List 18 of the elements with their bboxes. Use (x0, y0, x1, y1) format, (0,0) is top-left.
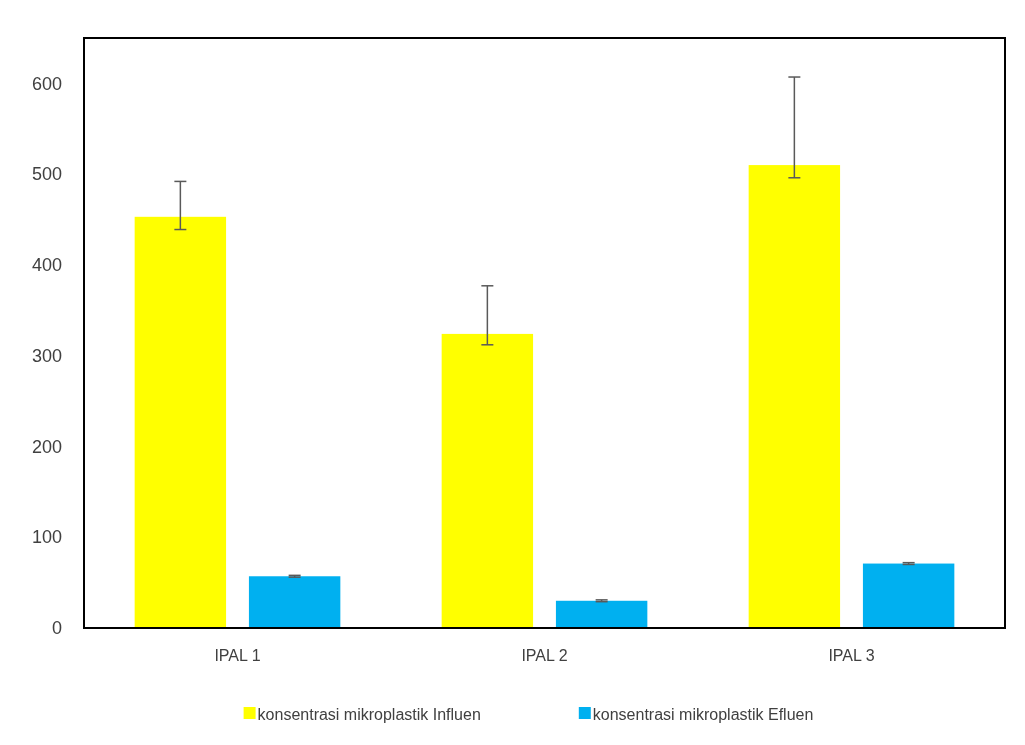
x-tick-label: IPAL 1 (214, 647, 261, 665)
bar (555, 600, 648, 628)
bar (134, 216, 227, 628)
y-tick-label: 400 (31, 255, 62, 276)
y-tick-label: 600 (31, 73, 62, 94)
bar (748, 165, 841, 628)
y-tick-label: 500 (31, 164, 62, 185)
bar (441, 333, 534, 628)
y-tick-label: 100 (31, 527, 62, 548)
y-tick-label: 200 (31, 436, 62, 457)
bar (862, 563, 955, 628)
legend-label: konsentrasi mikroplastik Efluen (592, 705, 814, 723)
x-tick-label: IPAL 3 (828, 647, 875, 665)
bar (248, 576, 341, 628)
x-tick-label: IPAL 2 (521, 647, 568, 665)
y-tick-label: 0 (51, 618, 62, 639)
y-tick-label: 300 (31, 345, 62, 366)
legend-label: konsentrasi mikroplastik Influen (257, 705, 481, 723)
